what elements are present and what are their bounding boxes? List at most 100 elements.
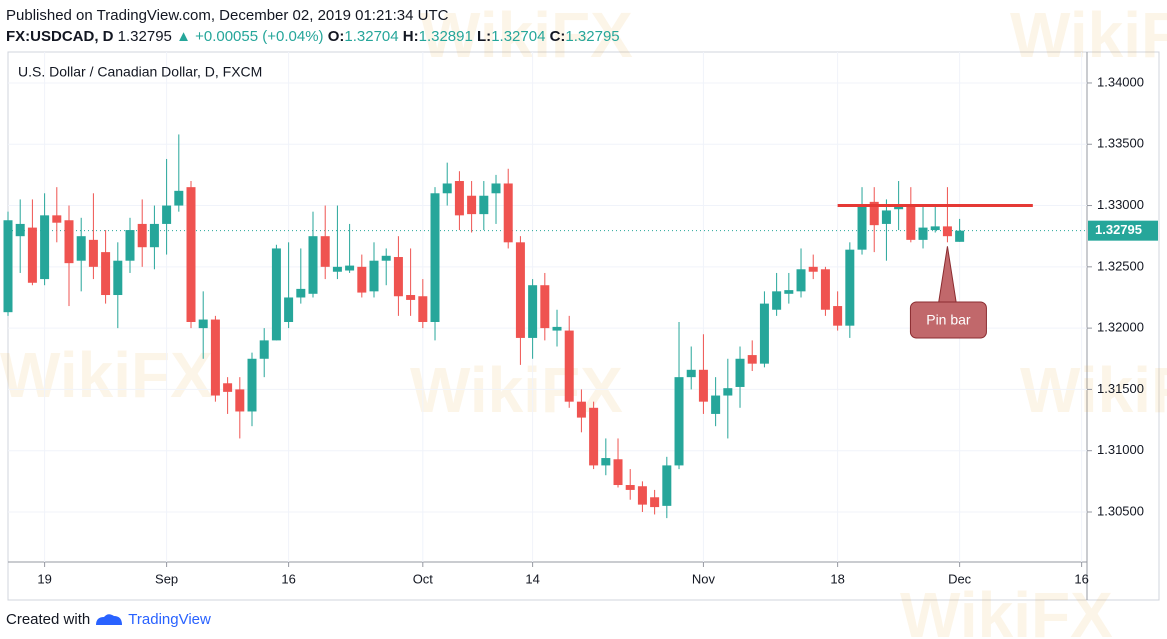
candle-body <box>711 395 721 414</box>
labels: 1.30500 1.31000 1.31500 1.32000 1.32500 1.330… <box>37 74 1158 586</box>
chart-title: U.S. Dollar / Canadian Dollar, D, FXCM <box>18 64 262 80</box>
watermark: WikiFX <box>900 579 1113 639</box>
candle-body <box>759 303 769 364</box>
last-price-label: 1.32795 <box>1095 222 1142 237</box>
candle-body <box>308 236 318 294</box>
y-tick-label: 1.33500 <box>1097 136 1144 151</box>
candle-body <box>918 227 928 240</box>
candle-body <box>210 319 220 396</box>
candle-body <box>296 288 306 298</box>
candle-body <box>40 215 50 280</box>
candle-body <box>942 226 952 237</box>
candle-body <box>442 183 452 194</box>
ohlc-value: 1.32795 <box>565 28 620 45</box>
callout-box <box>909 301 987 339</box>
candle-body <box>198 319 208 329</box>
candle-body <box>845 249 855 326</box>
x-tick-label: Dec <box>948 571 972 586</box>
candle-body <box>88 239 98 267</box>
x-tick-label: 16 <box>281 571 295 586</box>
candle-body <box>528 285 538 338</box>
y-tick-label: 1.31000 <box>1097 442 1144 457</box>
x-tick-label: 18 <box>830 571 844 586</box>
candle-body <box>357 266 367 293</box>
candle-body <box>906 205 916 240</box>
candle-body <box>674 377 684 466</box>
watermark: WikiFX <box>0 339 213 411</box>
watermark: WikiFX <box>1010 0 1167 71</box>
marks <box>3 134 1087 519</box>
candle-body <box>454 181 464 216</box>
ohlc-label: C: <box>549 28 566 45</box>
ohlc: O:1.32704 H:1.32891 L:1.32704 C:1.32795 <box>328 28 620 45</box>
ohlc-value: 1.32891 <box>418 28 473 45</box>
candle-body <box>650 497 660 508</box>
ohlc-value: 1.32704 <box>344 28 399 45</box>
candle-body <box>113 260 123 296</box>
candle-body <box>564 330 574 402</box>
candle-body <box>64 220 74 264</box>
candle-body <box>503 183 513 243</box>
candle-body <box>820 269 830 310</box>
candle-body <box>686 369 696 378</box>
x-tick-label: 14 <box>525 571 539 586</box>
candle-body <box>540 285 550 329</box>
y-tick-label: 1.30500 <box>1097 503 1144 518</box>
candle-body <box>271 248 281 341</box>
candle-body <box>381 255 391 261</box>
candle-body <box>552 326 562 331</box>
candle-body <box>576 401 586 418</box>
last-price-tag <box>1088 220 1158 241</box>
quote-line: FX:USDCAD, D 1.32795 ▲ +0.00055 (+0.04%)… <box>6 26 620 47</box>
candle-body <box>589 407 599 466</box>
candle-body <box>101 252 111 296</box>
callout-pointer <box>937 246 958 305</box>
candle-body <box>186 187 196 322</box>
candle-body <box>857 205 867 250</box>
candle-body <box>259 340 269 359</box>
y-tick-label: 1.33000 <box>1097 197 1144 212</box>
candle-body <box>479 195 489 215</box>
candle-body <box>747 355 757 364</box>
logo <box>96 614 123 625</box>
candle-body <box>52 215 62 223</box>
candle-body <box>881 210 891 224</box>
candle-body <box>162 205 172 224</box>
footer: Created with TradingView <box>6 608 211 628</box>
ohlc-label: H: <box>402 28 419 45</box>
candle-body <box>27 227 37 283</box>
created-with: Created with <box>6 611 91 628</box>
price: 1.32795 <box>117 28 172 45</box>
candle-body <box>625 485 635 490</box>
candle-body <box>125 230 135 261</box>
candle-body <box>833 306 843 326</box>
candle-body <box>3 220 13 313</box>
candle-body <box>418 296 428 322</box>
candle-body <box>284 297 294 322</box>
watermark: WikiFX <box>420 0 633 71</box>
candle-body <box>223 383 233 392</box>
ohlc-label: L: <box>477 28 492 45</box>
brand: TradingView <box>128 611 211 628</box>
candle-body <box>869 201 879 226</box>
y-tick-label: 1.34000 <box>1097 74 1144 89</box>
candle-body <box>137 223 147 248</box>
candle-body <box>393 257 403 297</box>
chart-frame <box>7 51 1160 601</box>
candle-body <box>430 193 440 322</box>
candle-body <box>613 459 623 486</box>
candle-body <box>930 226 940 231</box>
change: ▲ +0.00055 (+0.04%) <box>176 28 324 45</box>
candle-body <box>735 358 745 387</box>
candle-body <box>76 236 86 261</box>
candle-body <box>332 266 342 272</box>
candle-body <box>149 223 159 248</box>
y-tick-label: 1.32000 <box>1097 320 1144 335</box>
logo-cloud <box>96 614 123 625</box>
y-tick-label: 1.31500 <box>1097 381 1144 396</box>
x-tick-label: Oct <box>413 571 434 586</box>
x-tick-label: 16 <box>1074 571 1088 586</box>
header: Published on TradingView.com, December 0… <box>6 5 620 47</box>
